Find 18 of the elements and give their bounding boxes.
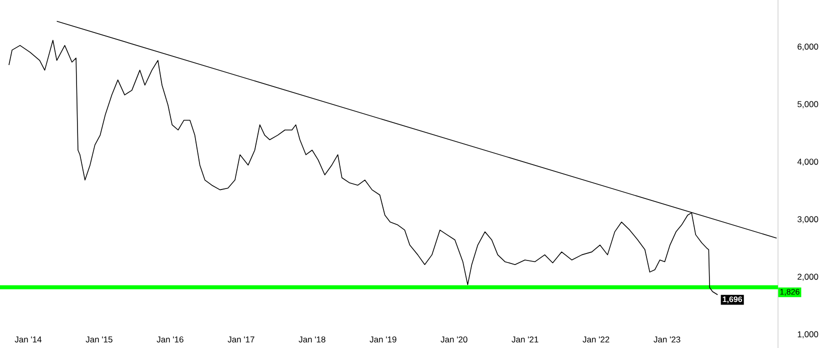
x-tick-label: Jan '14 [14,336,42,342]
x-tick-label: Jan '19 [370,336,396,342]
ref-line-label: 1,826 [780,288,800,296]
x-tick-label: Jan '15 [86,336,112,342]
y-tick-label: 1,000 [798,331,818,338]
x-tick-label: Jan '22 [582,336,610,342]
annotation: 1,696 [722,296,742,304]
y-tick-label: 4,000 [797,158,818,166]
x-tick-label: Jan '20 [440,336,468,342]
x-tick-label: Jan '16 [156,336,184,342]
x-tick-label: Jan '21 [512,336,538,342]
y-tick-label: 3,000 [798,216,818,224]
x-tick-label: Jan '23 [654,336,680,342]
y-tick-label: 6,000 [798,44,818,51]
y-tick-label: 2,000 [798,274,818,281]
y-tick-label: 5,000 [798,101,818,108]
x-tick-label: Jan '17 [228,336,254,342]
x-tick-label: Jan '18 [298,336,326,342]
